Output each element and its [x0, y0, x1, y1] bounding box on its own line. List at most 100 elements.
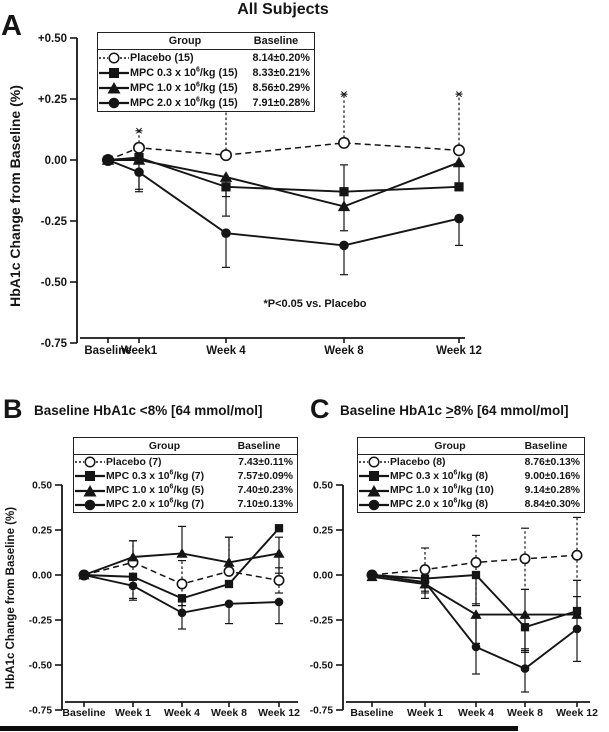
svg-text:Week 4: Week 4	[206, 345, 246, 357]
filled-triangle-icon	[358, 484, 390, 498]
legend-row-label: MPC 2.0 x 106/kg (8)	[390, 497, 489, 511]
legend-row-label: Placebo (7)	[106, 456, 162, 468]
legend-row-baseline: 8.56±0.29%	[252, 82, 310, 95]
svg-text:-0.50: -0.50	[41, 277, 67, 289]
chart-a-series-mpc10	[101, 154, 466, 232]
panel-c-title-pre: Baseline HbA1c	[340, 403, 446, 418]
greater-equal-symbol: >	[445, 403, 454, 418]
svg-text:0.25: 0.25	[32, 526, 52, 537]
svg-text:HbA1c Change from Baseline (%): HbA1c Change from Baseline (%)	[7, 85, 23, 307]
svg-text:Week 12: Week 12	[258, 707, 300, 719]
legend-header-baseline: Baseline	[253, 35, 299, 47]
svg-text:-0.50: -0.50	[29, 661, 53, 672]
panel-a-label: A	[1, 10, 22, 42]
svg-text:0.50: 0.50	[32, 481, 52, 492]
legend-row-mpc10: MPC 1.0 x 106/kg (10) 9.14±0.28%	[358, 484, 584, 498]
svg-text:-0.50: -0.50	[310, 661, 334, 672]
chart-c-series-mpc03	[367, 570, 582, 654]
svg-text:+0.50: +0.50	[38, 33, 67, 45]
svg-text:-0.75: -0.75	[29, 706, 53, 717]
legend-row-label: MPC 0.3 x 106/kg (7)	[106, 469, 205, 482]
legend-row-baseline: 7.10±0.13%	[237, 499, 293, 511]
svg-text:Baseline: Baseline	[350, 707, 393, 719]
chart-c: 0.50 0.25 0.00 -0.25 -0.50 -0.75 Baseline Week …	[310, 481, 598, 719]
legend-header-group: Group	[434, 440, 466, 452]
legend-header: Group Baseline	[98, 33, 314, 50]
svg-text:Baseline: Baseline	[84, 345, 131, 357]
panel-b-title-post: 8% [64 mmol/mol]	[147, 403, 263, 418]
filled-circle-icon	[358, 498, 390, 512]
svg-text:Week 4: Week 4	[458, 707, 494, 719]
legend-row-baseline: 8.84±0.30%	[524, 499, 580, 511]
svg-text:0.25: 0.25	[313, 526, 333, 537]
legend-row-label: Placebo (15)	[130, 51, 194, 64]
legend-row-baseline: 8.14±0.20%	[252, 51, 310, 64]
svg-text:-0.75: -0.75	[41, 338, 68, 350]
legend-header-baseline: Baseline	[237, 440, 281, 452]
svg-text:0.50: 0.50	[313, 481, 333, 492]
svg-text:Week 12: Week 12	[556, 707, 598, 719]
legend-row-mpc20: MPC 2.0 x 106/kg (15) 7.91±0.28%	[98, 96, 314, 111]
chart-b: 0.50 0.25 0.00 -0.25 -0.50 -0.75 HbA1c Change …	[5, 481, 300, 719]
svg-text:Baseline: Baseline	[62, 707, 105, 719]
chart-c-series-placebo	[366, 516, 583, 605]
legend-row-label: Placebo (8)	[390, 456, 446, 468]
chart-a-series-mpc20	[103, 155, 464, 276]
filled-square-icon	[74, 469, 106, 483]
legend-row-placebo: Placebo (15) 8.14±0.20%	[98, 50, 314, 65]
panel-b-chart-title: Baseline HbA1c <8% [64 mmol/mol]	[34, 403, 262, 418]
panel-c-title-post: 8% [64 mmol/mol]	[453, 403, 569, 418]
legend-row-baseline: 8.76±0.13%	[524, 456, 580, 468]
legend-row-label: MPC 0.3 x 106/kg (15)	[130, 66, 238, 79]
legend-header: Group Baseline	[358, 438, 584, 455]
legend-header-baseline: Baseline	[524, 440, 568, 452]
open-circle-dashed-icon	[358, 455, 390, 469]
panel-b-label: B	[3, 394, 23, 424]
svg-text:Week 8: Week 8	[324, 345, 364, 357]
chart-b-series-mpc20	[79, 570, 284, 630]
legend-row-mpc03: MPC 0.3 x 106/kg (15) 8.33±0.21%	[98, 65, 314, 80]
panel-a-legend: Group Baseline Placebo (15) 8.14±0.20% M…	[97, 32, 315, 112]
svg-text:-0.75: -0.75	[310, 706, 334, 717]
svg-text:Week 1: Week 1	[115, 707, 151, 719]
legend-row-placebo: Placebo (8) 8.76±0.13%	[358, 455, 584, 469]
panel-c-legend: Group Baseline Placebo (8) 8.76±0.13% MP…	[357, 437, 585, 513]
svg-text:Week 4: Week 4	[164, 707, 200, 719]
legend-row-mpc03: MPC 0.3 x 106/kg (8) 9.00±0.16%	[358, 469, 584, 483]
legend-row-label: MPC 2.0 x 106/kg (7)	[106, 497, 205, 511]
legend-header: Group Baseline	[74, 438, 297, 455]
panel-b-legend: Group Baseline Placebo (7) 7.43±0.11% MP…	[73, 437, 298, 513]
svg-text:0.00: 0.00	[32, 571, 52, 582]
panel-a-chart-title: All Subjects	[237, 1, 329, 18]
open-circle-dashed-icon	[74, 455, 106, 469]
filled-circle-icon	[98, 96, 130, 110]
svg-text:-0.25: -0.25	[310, 616, 334, 627]
svg-text:-0.25: -0.25	[41, 216, 68, 228]
significance-annotation: *P<0.05 vs. Placebo	[263, 298, 367, 310]
legend-header-group: Group	[168, 35, 202, 47]
legend-row-label: MPC 1.0 x 106/kg (15)	[130, 81, 238, 95]
less-than-symbol: <	[139, 403, 148, 418]
filled-triangle-icon	[98, 81, 130, 95]
chart-c-series-mpc20	[367, 570, 582, 693]
open-circle-dashed-icon	[98, 51, 130, 65]
legend-row-placebo: Placebo (7) 7.43±0.11%	[74, 455, 297, 469]
svg-text:Week 8: Week 8	[211, 707, 247, 719]
svg-text:Week 12: Week 12	[436, 345, 482, 357]
legend-row-label: MPC 1.0 x 106/kg (5)	[106, 483, 205, 497]
filled-circle-icon	[74, 498, 106, 512]
panel-c-chart-title: Baseline HbA1c >8% [64 mmol/mol]	[340, 403, 568, 418]
panel-b-title-pre: Baseline HbA1c	[34, 403, 140, 418]
legend-row-mpc20: MPC 2.0 x 106/kg (8) 8.84±0.30%	[358, 498, 584, 512]
svg-text:+0.25: +0.25	[38, 94, 68, 106]
chart-a: +0.50 +0.25 0.00 -0.25 -0.50 -0.75 HbA1c Chang…	[7, 33, 482, 357]
legend-row-baseline: 9.00±0.16%	[524, 470, 580, 482]
legend-row-mpc10: MPC 1.0 x 106/kg (5) 7.40±0.23%	[74, 484, 297, 498]
svg-text:HbA1c Change from Baseline (%): HbA1c Change from Baseline (%)	[5, 507, 17, 689]
legend-row-label: MPC 2.0 x 106/kg (15)	[130, 96, 238, 110]
svg-text:0.00: 0.00	[45, 155, 67, 167]
legend-header-group: Group	[148, 440, 181, 452]
legend-row-label: MPC 0.3 x 106/kg (8)	[390, 469, 489, 482]
